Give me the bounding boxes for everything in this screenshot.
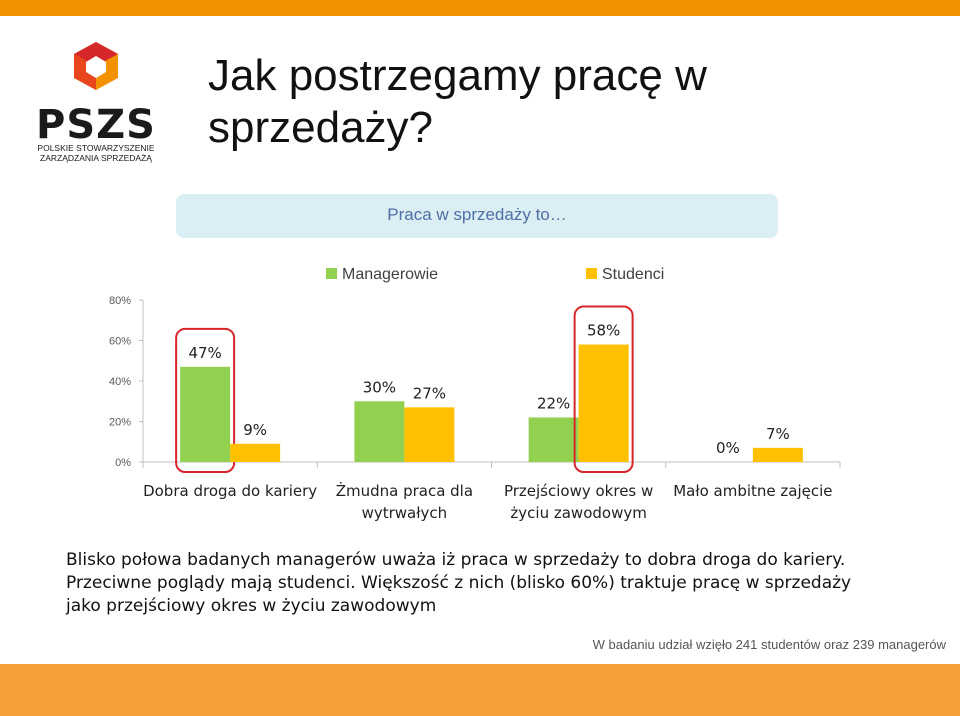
- highlight-outline: [573, 305, 634, 473]
- y-tick-label: 40%: [109, 376, 131, 388]
- legend-label: Studenci: [602, 266, 664, 283]
- pszs-logo: PSZS POLSKIE STOWARZYSZENIE ZARZĄDZANIA …: [36, 42, 156, 163]
- chart-subtitle: Praca w sprzedaży to…: [387, 205, 567, 224]
- y-tick-label: 60%: [109, 336, 131, 348]
- summary-line-2: Przeciwne poglądy mają studenci. Większo…: [66, 573, 852, 593]
- y-tick-label: 80%: [109, 295, 131, 307]
- category-label: Przejściowy okres w: [504, 482, 653, 500]
- bar: [578, 344, 629, 462]
- page-title: Jak postrzegamy pracę w sprzedaży?: [208, 50, 848, 154]
- category-label: Mało ambitne zajęcie: [673, 482, 832, 500]
- bar: [230, 443, 281, 462]
- logo-wordmark: PSZS: [36, 102, 156, 148]
- logo-tagline-2: ZARZĄDZANIA SPRZEDAŻĄ: [40, 153, 152, 163]
- category-label: życiu zawodowym: [510, 504, 646, 522]
- page-title-line-1: Jak postrzegamy pracę w: [208, 51, 707, 100]
- category-label: Żmudna praca dla: [336, 481, 473, 500]
- bar: [752, 447, 803, 462]
- summary-text: Blisko połowa badanych managerów uważa i…: [66, 549, 946, 618]
- legend-swatch: [326, 268, 337, 279]
- bar: [354, 401, 405, 462]
- bottom-accent-bar: [0, 664, 960, 716]
- data-label: 58%: [587, 322, 620, 340]
- data-label: 22%: [537, 394, 570, 412]
- data-label: 30%: [363, 378, 396, 396]
- footnote: W badaniu udział wzięło 241 studentów or…: [592, 637, 946, 652]
- data-label: 47%: [188, 344, 221, 362]
- top-accent-bar: [0, 0, 960, 16]
- category-label: Dobra droga do kariery: [143, 482, 317, 500]
- summary-line-3: jako przejściowy okres w życiu zawodowym: [66, 596, 437, 616]
- data-label: 9%: [243, 421, 267, 439]
- data-label: 7%: [766, 425, 790, 443]
- data-label: 0%: [716, 439, 740, 457]
- bar: [404, 407, 455, 462]
- legend-swatch: [586, 268, 597, 279]
- bar: [528, 417, 579, 462]
- y-tick-label: 20%: [109, 417, 131, 429]
- bar: [180, 366, 231, 462]
- bar-chart: 0% 20% 40% 60% 80% 47% 30% 22% 0% 9% 27% 58% 7% Dobra…: [109, 266, 841, 522]
- page-title-line-2: sprzedaży?: [208, 103, 434, 152]
- legend-label: Managerowie: [342, 266, 438, 283]
- logo-tagline-1: POLSKIE STOWARZYSZENIE: [37, 143, 154, 153]
- summary-line-1: Blisko połowa badanych managerów uważa i…: [66, 550, 846, 570]
- subtitle-box: [176, 194, 778, 238]
- highlight-outline: [175, 327, 236, 473]
- y-tick-label: 0%: [115, 457, 131, 469]
- data-label: 27%: [413, 384, 446, 402]
- logo-emblem-icon: [74, 42, 118, 90]
- category-label: wytrwałych: [362, 504, 448, 522]
